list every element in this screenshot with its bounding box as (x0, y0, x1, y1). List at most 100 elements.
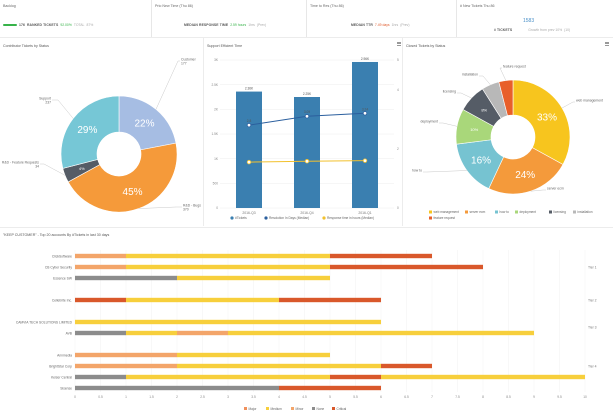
kpi-new-sub: Growth from prev 10% (528, 28, 563, 32)
kpi-new-sub2: (10) (564, 28, 571, 32)
middle-divider (0, 227, 613, 228)
bar-segment-avb-2 (177, 330, 228, 336)
bar-segment-cb-cyber-security-0 (75, 264, 126, 270)
y-left-tick: 2.5K (211, 83, 218, 87)
pie-pct-web-management: 33% (537, 112, 557, 123)
legend-swatch-server-ecm (465, 210, 468, 214)
kpi-new-title: # New Tickets Thu 86 (460, 4, 495, 8)
point-response-time-in-hours-median (246, 159, 252, 165)
kpi-backlog-line: 176 RANKED TICKETS 92.00% TOTAL 87% (3, 23, 93, 27)
bar-label-2016-q4: 2.25K (303, 92, 312, 96)
point-resolution-in-days-median (246, 122, 252, 128)
accounts-bar-chart[interactable]: 0 0.5 1 1.5 2 2.5 3 3.5 4 4.5 5 5.5 6 6.5 7 7.5 8 8.5 9 9.5… (0, 240, 613, 416)
x-tick: 9 (533, 395, 535, 399)
x-tick: 6 (380, 395, 382, 399)
contrib-panel-title: Contributor Tickets by Status (3, 44, 49, 48)
x-tick: 4 (278, 395, 280, 399)
bar-segment-avb-0 (75, 330, 126, 336)
x-tick: 9.5 (557, 395, 562, 399)
kpi-ttr-title: Time to Res (Thu 86) (310, 4, 344, 8)
point-label-resolution-in-days-median: 2.8 (247, 119, 252, 123)
pie-outer-label-support: Support (39, 97, 51, 101)
y-left-tick: 1K (214, 157, 219, 161)
pie-outer-label-installation: installation (462, 73, 478, 77)
pie-pct-support: 29% (77, 125, 97, 136)
x-tick: 5.5 (353, 395, 358, 399)
support-combo-chart[interactable]: 0 500 1K 1.5K 2K 2.5K 3K 0 2 4 5 2.36K 2016-Q3 2.25K 2… (204, 38, 402, 226)
pie-pct-server-ecm: 24% (515, 170, 535, 181)
x-tick: 6.5 (404, 395, 409, 399)
tier-label-tier-3: Tier 3 (588, 326, 597, 330)
pie-leader-how-to (423, 170, 467, 173)
row-label-brightstar-corp: BrightStar Corp (49, 365, 72, 369)
kpi-backlog-pct: 92.00% (60, 23, 72, 27)
x-tick: 7 (431, 395, 433, 399)
kpi-ttr-line: MEDIAN TTR 7.49 days 1hrs (Prev) (351, 23, 409, 27)
support-panel-title: Support Efficient Time (207, 44, 243, 48)
closed-menu-icon[interactable] (604, 41, 610, 47)
bar-segment-avb-3 (228, 330, 534, 336)
legend-label-installation: installation (578, 210, 593, 214)
bar-segment-clicksoftware-1 (126, 253, 330, 259)
pie-pct-licensing: 8% (481, 107, 487, 112)
x-tick: 2.5 (200, 395, 205, 399)
panel-divider-1 (203, 38, 204, 226)
pie-leader-r-d-bugs (138, 206, 182, 209)
row-label-essence-sw: Essence SW (53, 277, 73, 281)
kpi-prio-value: 2.59 hours (230, 23, 247, 27)
pie-outer-label-deployment: deployment (420, 120, 438, 124)
point-label-resolution-in-days-median: 3.09 (304, 110, 310, 114)
bar-segment-cellebrite-inc-0 (75, 297, 126, 303)
closed-pie-chart[interactable]: 33% web management 24% server ecm 16% how to 1… (403, 38, 613, 226)
legend-label-deployment: deployment (520, 210, 537, 214)
backlog-progress-bar (3, 23, 17, 27)
kpi-new-number: 1583 (523, 18, 535, 24)
legend-swatch-installation (573, 210, 576, 214)
x-tick: 1 (125, 395, 127, 399)
tier-label-tier-1: Tier 1 (588, 266, 597, 270)
kpi-time-res: Time to Res (Thu 86) MEDIAN TTR 7.49 day… (307, 0, 457, 37)
legend-label-tickets: #Tickets (235, 216, 247, 220)
y-right-tick: 4 (397, 88, 399, 92)
bar-segment-cellebrite-inc-1 (126, 297, 279, 303)
kpi-ttr-sub2: (Prev) (400, 23, 410, 27)
pie-outer-label-feature-request: feature request (503, 65, 526, 69)
legend-swatch-how-to (495, 210, 498, 214)
legend-swatch-medium (266, 407, 269, 410)
bar-segment-annmedia-1 (177, 352, 330, 358)
kpi-backlog-count: 176 (19, 23, 25, 27)
bar-segment-brightstar-corp-1 (177, 363, 381, 369)
bar-label-2016-q1: 2.96K (361, 57, 370, 61)
y-left-tick: 1.5K (211, 132, 218, 136)
legend-swatch-deployment (515, 210, 518, 214)
kpi-prio-title: Prio New Time (Thu 86) (155, 4, 193, 8)
y-right-tick: 5 (397, 58, 399, 62)
x-tick: 5 (329, 395, 331, 399)
pie-leader-installation (479, 75, 491, 85)
support-menu-icon[interactable] (396, 41, 402, 47)
bar-segment-clicksoftware-0 (75, 253, 126, 259)
pie-outer-label-server-ecm: server ecm (547, 187, 564, 191)
y-left-tick: 3K (214, 58, 219, 62)
pie-leader-customer (155, 60, 180, 110)
row-label-cb-cyber-security: CB Cyber Security (45, 266, 72, 270)
row-label-clicksoftware: ClickSoftware (52, 255, 72, 259)
pie-outer-label-r-d-bugs: R&D - Bugs (183, 204, 201, 208)
pie-outer-label-web-management: web management (576, 99, 603, 103)
y-right-tick: 0 (397, 206, 399, 210)
legend-label-major: Major (249, 407, 258, 411)
kpi-backlog-title: Backlog (3, 4, 16, 8)
bottom-panel-title: "KEEP CUSTOMER" - Top 20 accounts By #Ti… (3, 233, 110, 237)
legend-swatch-resolution-in-days-median (264, 216, 268, 220)
legend-label-critical: Critical (337, 407, 347, 411)
pie-outer-label-customer: Customer (181, 58, 197, 62)
legend-label-how-to: how to (500, 210, 510, 214)
y-left-tick: 500 (213, 182, 219, 186)
x-tick-2016-q1: 2016-Q1 (358, 211, 371, 215)
kpi-ttr-sub: 1hrs (391, 23, 399, 27)
bar-segment-keiser-central-3 (381, 374, 585, 380)
pie-hole (97, 132, 141, 176)
kpi-ttr-label: MEDIAN TTR (351, 23, 373, 27)
kpi-divider (0, 37, 613, 38)
